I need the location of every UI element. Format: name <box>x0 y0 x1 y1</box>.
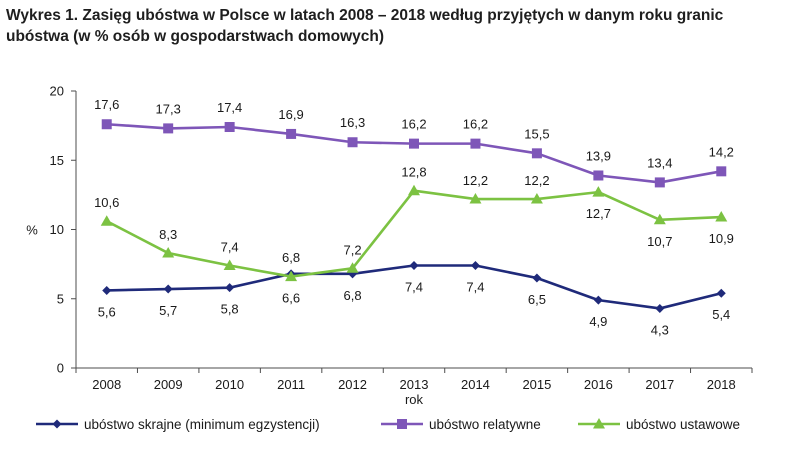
data-label-2-4: 7,2 <box>344 242 362 257</box>
data-point-1-7 <box>531 148 542 159</box>
legend-label-0: ubóstwo skrajne (minimum egzystencji) <box>84 417 320 432</box>
data-label-0-6: 7,4 <box>466 280 484 295</box>
data-point-1-8 <box>593 170 604 181</box>
data-label-0-0: 5,6 <box>98 304 116 319</box>
data-label-2-0: 10,6 <box>94 195 119 210</box>
data-point-2-1 <box>162 247 175 258</box>
data-point-2-2 <box>223 259 236 271</box>
data-label-0-2: 5,8 <box>221 302 239 317</box>
data-point-2-9 <box>653 213 666 225</box>
data-point-2-4 <box>346 262 359 273</box>
x-axis-label: rok <box>405 392 424 407</box>
data-point-0-1 <box>163 284 173 294</box>
data-label-1-7: 15,5 <box>524 126 549 141</box>
data-label-2-1: 8,3 <box>159 227 177 242</box>
data-point-0-6 <box>470 261 480 271</box>
legend-label-1: ubóstwo relatywne <box>429 417 541 432</box>
x-tick-label: 2010 <box>215 377 244 392</box>
data-point-1-3 <box>286 128 297 139</box>
x-tick-label: 2017 <box>645 377 674 392</box>
data-label-0-8: 4,9 <box>589 314 607 329</box>
x-tick-label: 2009 <box>154 377 183 392</box>
data-point-1-6 <box>470 138 481 149</box>
data-label-1-1: 17,3 <box>156 101 181 116</box>
y-tick-label: 5 <box>57 291 64 306</box>
data-point-2-3 <box>285 270 298 282</box>
legend-marker-2 <box>593 418 605 429</box>
data-point-0-10 <box>716 288 726 298</box>
data-label-2-8: 12,7 <box>586 206 611 221</box>
data-label-0-5: 7,4 <box>405 280 423 295</box>
data-point-1-2 <box>224 122 235 133</box>
data-point-1-4 <box>347 137 358 148</box>
data-label-2-3: 6,6 <box>282 291 300 306</box>
x-tick-label: 2014 <box>461 377 490 392</box>
y-tick-label: 20 <box>50 84 64 99</box>
legend-marker-1 <box>397 419 407 429</box>
x-tick-label: 2011 <box>277 377 305 392</box>
data-label-1-6: 16,2 <box>463 117 488 132</box>
data-label-1-3: 16,9 <box>278 107 303 122</box>
data-label-0-4: 6,8 <box>344 288 362 303</box>
data-label-1-2: 17,4 <box>217 100 242 115</box>
x-tick-label: 2013 <box>400 377 429 392</box>
data-label-2-6: 12,2 <box>463 173 488 188</box>
data-point-1-5 <box>409 138 419 149</box>
data-point-0-8 <box>593 295 603 305</box>
data-point-0-7 <box>532 273 542 283</box>
data-point-1-1 <box>163 123 174 134</box>
data-point-2-0 <box>100 215 113 226</box>
data-label-0-1: 5,7 <box>159 303 177 318</box>
chart-title: Wykres 1. Zasięg ubóstwa w Polsce w lata… <box>6 7 724 45</box>
data-label-0-10: 5,4 <box>712 307 730 322</box>
data-point-2-8 <box>592 186 605 197</box>
data-point-0-5 <box>409 261 419 271</box>
data-point-2-6 <box>469 193 482 204</box>
legend-marker-0 <box>52 419 62 429</box>
data-point-1-10 <box>716 166 727 177</box>
data-label-0-3: 6,8 <box>282 250 300 265</box>
data-point-1-0 <box>101 119 112 130</box>
y-tick-label: 0 <box>57 361 64 376</box>
data-point-2-7 <box>530 193 543 204</box>
data-label-0-7: 6,5 <box>528 292 546 307</box>
y-axis-label: % <box>26 223 38 238</box>
data-point-2-10 <box>715 211 728 222</box>
data-label-1-9: 13,4 <box>647 155 672 170</box>
x-tick-label: 2012 <box>338 377 367 392</box>
x-tick-label: 2018 <box>707 377 736 392</box>
data-point-0-9 <box>655 303 665 313</box>
y-tick-label: 10 <box>50 222 64 237</box>
x-tick-label: 2016 <box>584 377 613 392</box>
data-label-2-9: 10,7 <box>647 234 672 249</box>
x-tick-label: 2015 <box>522 377 551 392</box>
data-label-1-4: 16,3 <box>340 115 365 130</box>
data-point-2-5 <box>408 184 420 196</box>
data-label-1-10: 14,2 <box>709 144 734 159</box>
data-label-2-7: 12,2 <box>524 173 549 188</box>
data-point-0-2 <box>225 283 235 293</box>
data-label-2-2: 7,4 <box>221 240 239 255</box>
data-point-1-9 <box>654 177 665 188</box>
y-tick-label: 15 <box>50 153 64 168</box>
data-label-1-5: 16,2 <box>401 117 426 132</box>
data-label-0-9: 4,3 <box>651 322 669 337</box>
data-label-1-8: 13,9 <box>586 148 611 163</box>
legend-label-2: ubóstwo ustawowe <box>626 417 740 432</box>
data-label-2-5: 12,8 <box>401 165 426 180</box>
data-point-0-0 <box>102 285 112 295</box>
x-tick-label: 2008 <box>92 377 121 392</box>
data-label-1-0: 17,6 <box>94 97 119 112</box>
data-label-2-10: 10,9 <box>709 231 734 246</box>
